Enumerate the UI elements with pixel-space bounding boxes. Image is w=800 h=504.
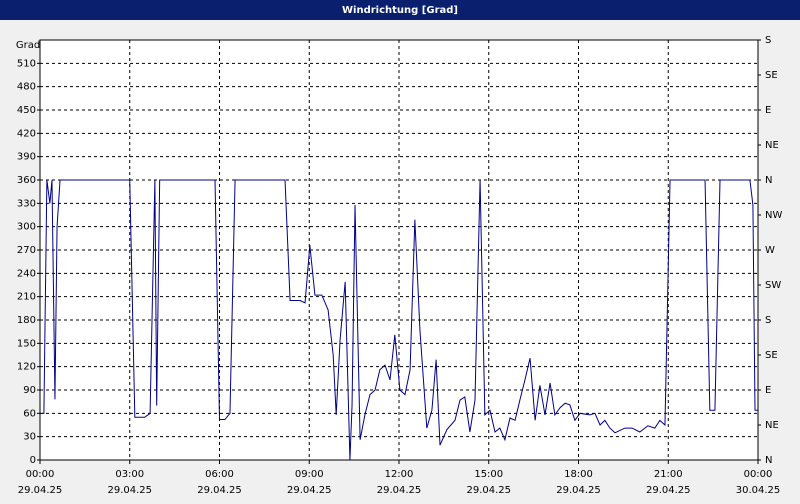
- y2-tick-label: NE: [765, 420, 779, 431]
- x-tick-label: 15:00: [474, 469, 503, 480]
- x-tick-date: 29.04.25: [466, 485, 511, 496]
- y-tick-label: 0: [30, 455, 36, 466]
- y-tick-label: 120: [17, 362, 36, 373]
- y2-tick-label: S: [765, 35, 771, 46]
- y2-tick-label: NE: [765, 140, 779, 151]
- x-tick-label: 00:00: [744, 469, 773, 480]
- y-tick-label: 390: [17, 152, 36, 163]
- y-tick-label: 30: [23, 432, 36, 443]
- y-tick-label: 510: [17, 58, 36, 69]
- y-tick-label: 270: [17, 245, 36, 256]
- y-tick-label: 450: [17, 105, 36, 116]
- y-tick-label: 240: [17, 268, 36, 279]
- y-tick-label: 90: [23, 385, 36, 396]
- x-tick-label: 06:00: [205, 469, 234, 480]
- y2-tick-label: NW: [765, 210, 782, 221]
- x-tick-date: 29.04.25: [556, 485, 601, 496]
- y2-tick-label: S: [765, 315, 771, 326]
- x-tick-label: 03:00: [115, 469, 144, 480]
- y2-tick-label: E: [765, 385, 771, 396]
- y-tick-label: 300: [17, 222, 36, 233]
- y-tick-label: 150: [17, 338, 36, 349]
- x-tick-date: 29.04.25: [18, 485, 63, 496]
- x-tick-label: 00:00: [26, 469, 55, 480]
- y-tick-label: 360: [17, 175, 36, 186]
- y2-tick-label: SW: [765, 280, 781, 291]
- y-tick-label: 330: [17, 198, 36, 209]
- x-tick-label: 12:00: [385, 469, 414, 480]
- x-tick-date: 29.04.25: [107, 485, 152, 496]
- x-tick-date: 29.04.25: [377, 485, 422, 496]
- y-tick-label: 420: [17, 128, 36, 139]
- plot-border: [39, 39, 759, 461]
- y2-tick-label: SE: [765, 70, 778, 81]
- y2-tick-label: N: [765, 455, 772, 466]
- title-bar: [0, 0, 800, 20]
- y2-tick-label: W: [765, 245, 775, 256]
- x-tick-date: 29.04.25: [646, 485, 691, 496]
- y-tick-label: 180: [17, 315, 36, 326]
- y-tick-label: 210: [17, 292, 36, 303]
- chart-title: Windrichtung [Grad]: [342, 5, 458, 16]
- data-line: [40, 179, 758, 461]
- y2-tick-label: N: [765, 175, 772, 186]
- y-tick-label: 60: [23, 408, 36, 419]
- x-tick-label: 09:00: [295, 469, 324, 480]
- x-tick-label: 18:00: [564, 469, 593, 480]
- y-tick-label: 480: [17, 82, 36, 93]
- x-tick-label: 21:00: [654, 469, 683, 480]
- y2-tick-label: E: [765, 105, 771, 116]
- x-tick-date: 30.04.25: [736, 485, 781, 496]
- y-axis-label: Grad: [16, 40, 40, 51]
- y2-tick-label: SE: [765, 350, 778, 361]
- x-tick-date: 29.04.25: [197, 485, 242, 496]
- x-tick-date: 29.04.25: [287, 485, 332, 496]
